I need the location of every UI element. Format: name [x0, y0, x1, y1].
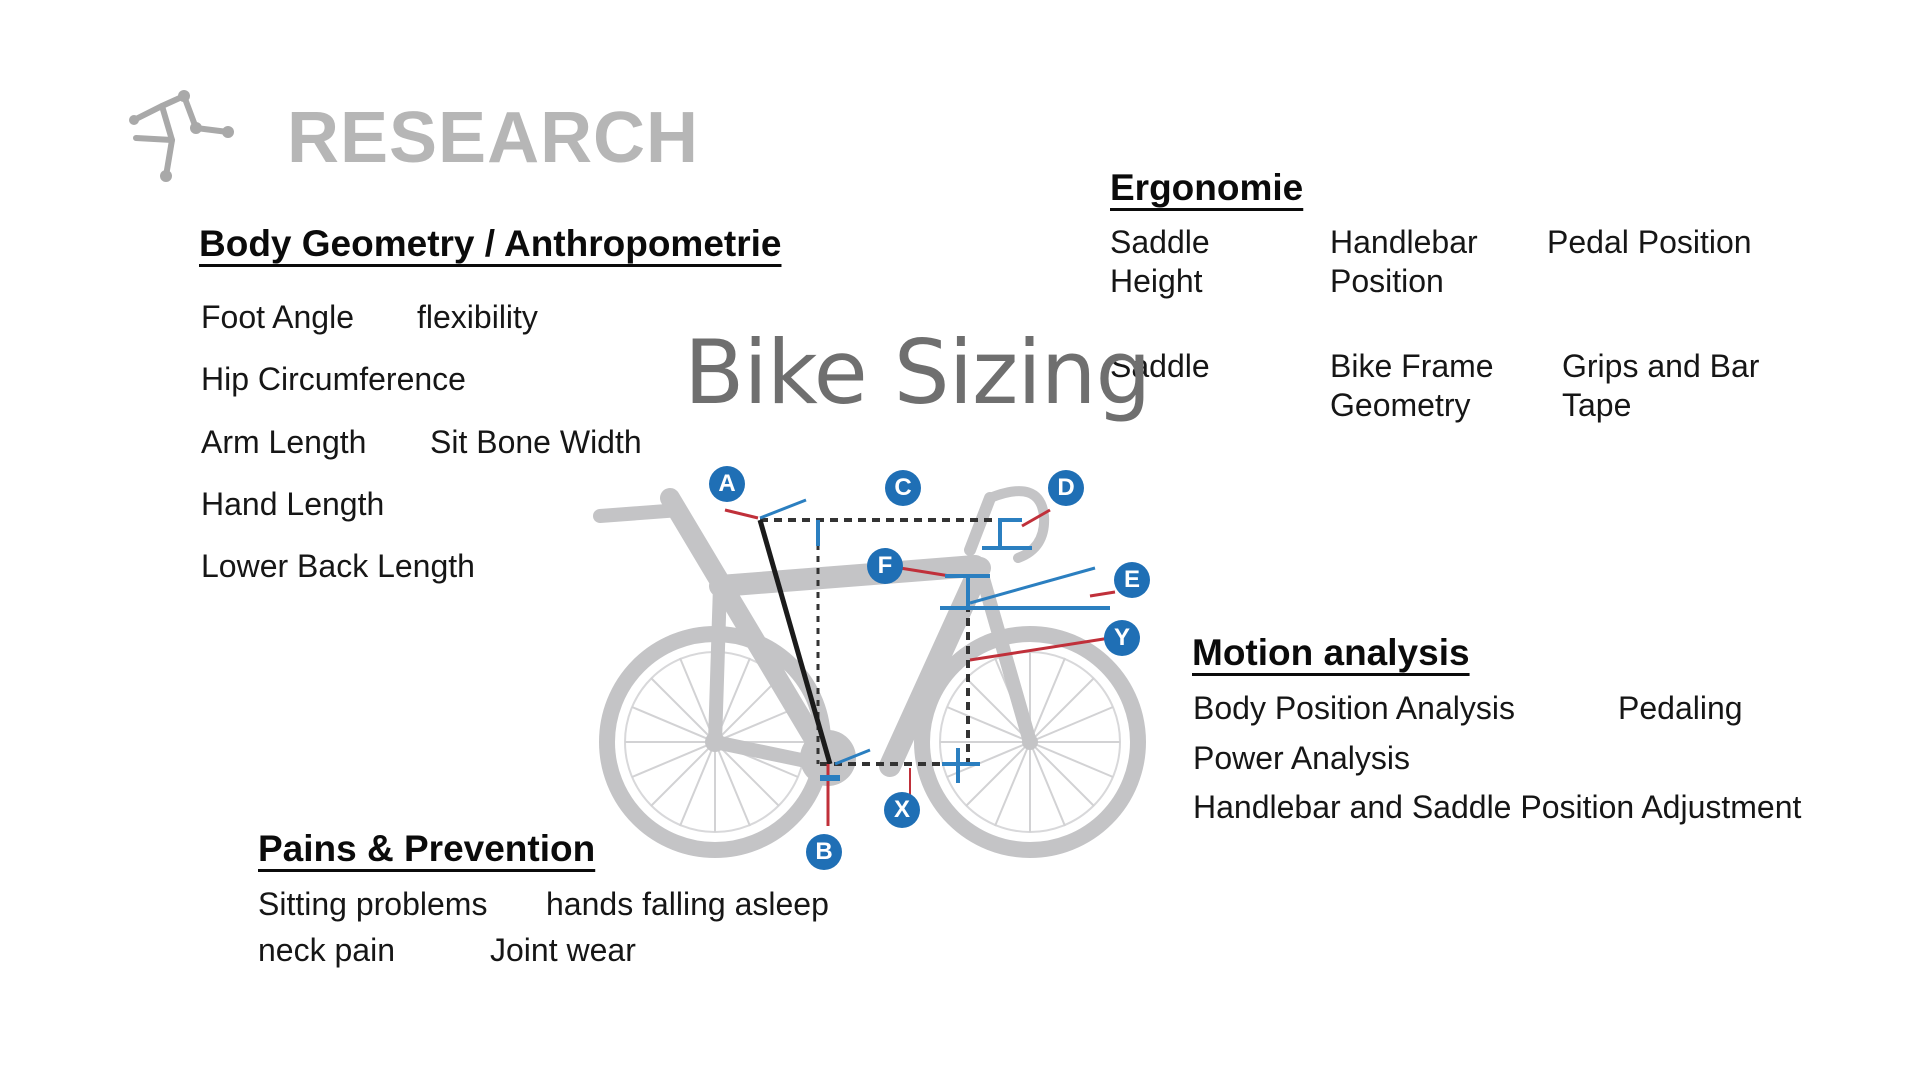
marker-x: X [884, 792, 920, 828]
ergo-item-pedal-position: Pedal Position [1547, 224, 1752, 260]
ergo-item-grips-2: Tape [1562, 387, 1632, 423]
body-item-flexibility: flexibility [417, 299, 538, 335]
bike-sizing-diagram [593, 486, 1146, 858]
bike-frame [593, 486, 1050, 786]
marker-y: Y [1104, 620, 1140, 656]
pains-item-joint: Joint wear [490, 932, 636, 968]
pains-item-neck: neck pain [258, 932, 395, 968]
marker-b: B [806, 834, 842, 870]
ergo-item-frame-2: Geometry [1330, 387, 1471, 423]
constellation-icon [129, 90, 234, 182]
body-item-hand-length: Hand Length [201, 486, 385, 522]
pains-item-hands: hands falling asleep [546, 886, 829, 922]
body-item-arm-length: Arm Length [201, 424, 367, 460]
ergo-item-handlebar-2: Position [1330, 263, 1444, 299]
page-title: RESEARCH [287, 98, 700, 178]
motion-item-body-position: Body Position Analysis [1193, 690, 1515, 726]
ergo-item-saddle-height-1: Saddle [1110, 224, 1210, 260]
body-item-foot-angle: Foot Angle [201, 299, 354, 335]
marker-f: F [867, 548, 903, 584]
motion-item-power: Power Analysis [1193, 740, 1410, 776]
ergo-item-saddle-height-2: Height [1110, 263, 1203, 299]
marker-d: D [1048, 470, 1084, 506]
motion-item-adjustment: Handlebar and Saddle Position Adjustment [1193, 789, 1802, 825]
pains-item-sitting: Sitting problems [258, 886, 488, 922]
pains-heading: Pains & Prevention [258, 828, 596, 869]
ergonomie-heading: Ergonomie [1110, 167, 1304, 208]
marker-a: A [709, 466, 745, 502]
body-item-sit-bone-width: Sit Bone Width [430, 424, 642, 460]
ergo-item-handlebar-1: Handlebar [1330, 224, 1478, 260]
marker-e: E [1114, 562, 1150, 598]
motion-item-pedaling: Pedaling [1618, 690, 1743, 726]
body-geometry-heading: Body Geometry / Anthropometrie [199, 223, 782, 264]
body-item-lower-back-length: Lower Back Length [201, 548, 475, 584]
motion-analysis-heading: Motion analysis [1192, 632, 1470, 673]
body-item-hip-circumference: Hip Circumference [201, 361, 466, 397]
bike-sizing-title: Bike Sizing [684, 321, 1151, 424]
ergo-item-frame-1: Bike Frame [1330, 348, 1494, 384]
marker-c: C [885, 470, 921, 506]
measurement-lines [724, 498, 1116, 826]
ergo-item-saddle: Saddle [1110, 348, 1210, 384]
ergo-item-grips-1: Grips and Bar [1562, 348, 1760, 384]
